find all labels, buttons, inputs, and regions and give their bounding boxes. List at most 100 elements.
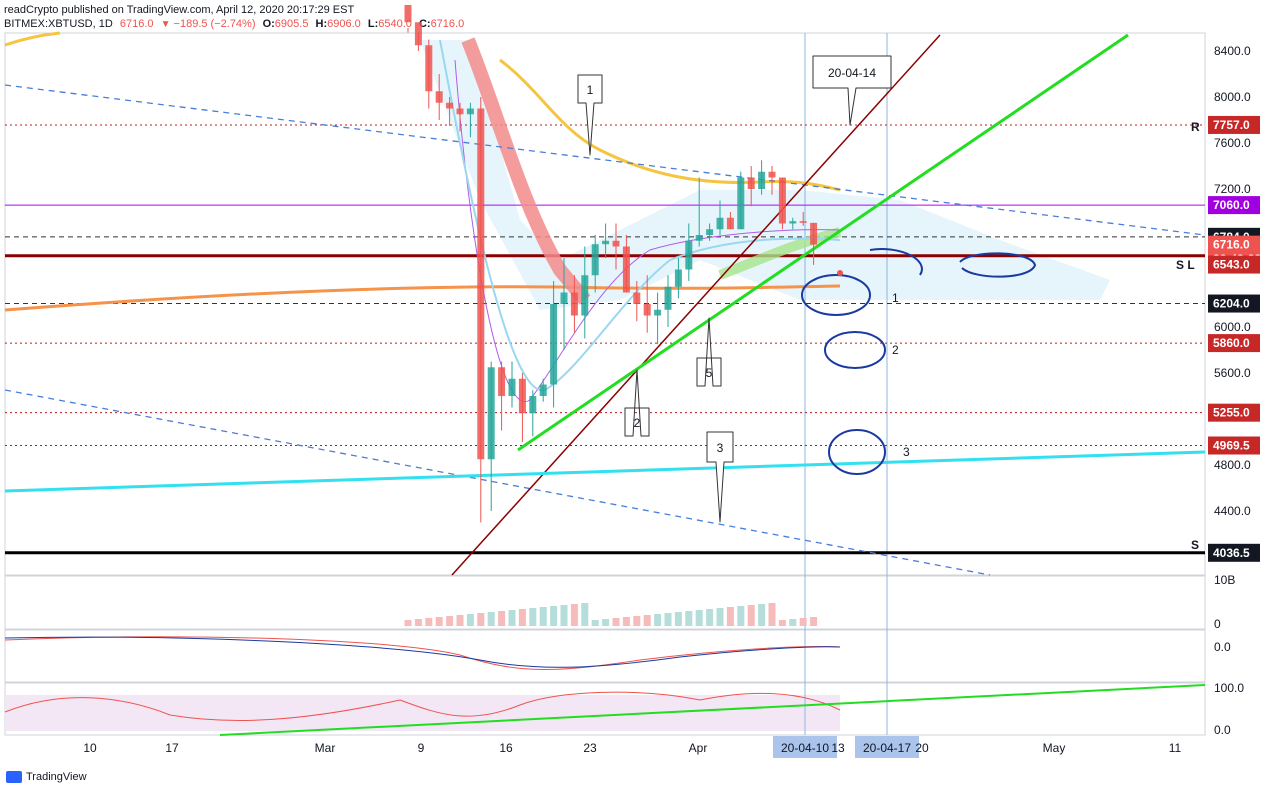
price-tick-label: 6000.0: [1214, 320, 1251, 334]
volume-bar: [622, 617, 630, 626]
volume-bar: [643, 615, 651, 626]
level-badge-10: [1208, 543, 1260, 562]
macd-signal-line: [4, 636, 841, 670]
stop-loss-letter: S L: [1176, 258, 1195, 272]
change-value: −189.5 (−2.74%): [173, 18, 256, 30]
candle-body: [539, 384, 547, 396]
candle-body: [789, 221, 797, 224]
volume-bar: [654, 614, 662, 626]
level-badge-8: [1208, 403, 1260, 422]
volume-bar: [581, 603, 589, 626]
callout-5-bubble: [696, 317, 722, 387]
ichimoku-cloud: [420, 40, 1110, 310]
volume-bar: [539, 607, 547, 626]
cyan-support-trendline: [4, 450, 1206, 493]
date-axis-label: 20-04-10: [781, 741, 829, 755]
level-badge-5: [1208, 255, 1260, 274]
level-badge-label-7: 5860.0: [1213, 336, 1250, 350]
level-badge-3: [1208, 235, 1260, 254]
candle-body: [737, 177, 745, 230]
green-uptrend: [517, 33, 1129, 452]
tradingview-footer[interactable]: TradingView: [6, 771, 87, 783]
candle-body: [414, 22, 422, 46]
ohlc-line: BITMEX:XBTUSD, 1D 6716.0 ▼ −189.5 (−2.74…: [4, 18, 468, 30]
callout-3-label: 3: [717, 441, 724, 455]
candle-body: [633, 292, 641, 304]
handwritten-circle-2: [824, 331, 886, 369]
close-value: 6716.0: [430, 18, 465, 30]
price-tick-label: 4800.0: [1214, 458, 1251, 472]
candle-body: [654, 309, 662, 316]
open-label: O:6905.5: [262, 18, 309, 30]
volume-axis-max: 10B: [1214, 573, 1235, 587]
low-value: 6540.0: [378, 18, 412, 30]
candle-body: [518, 378, 526, 414]
candle-body: [560, 292, 568, 304]
callout-2-label: 2: [634, 416, 641, 430]
volume-bar: [789, 619, 797, 626]
level-badge-label-9: 4969.5: [1213, 439, 1250, 453]
level-badge-7: [1208, 334, 1260, 353]
resistance-letter: R: [1191, 120, 1200, 134]
candle-body: [487, 367, 495, 460]
candle-body: [570, 292, 578, 316]
candle-body: [768, 171, 776, 178]
level-badge-6: [1208, 294, 1260, 313]
level-badge-1: [1208, 196, 1260, 215]
handwritten-label-3: 3: [903, 445, 910, 459]
candle-body: [643, 304, 651, 316]
candle-body: [674, 269, 682, 287]
date-axis-label: 9: [418, 741, 425, 755]
callout-2-bubble: [624, 369, 650, 437]
candle-body: [685, 240, 693, 270]
candle-body: [508, 378, 516, 396]
current-price-dot: [837, 270, 843, 276]
candle-body: [602, 240, 610, 245]
tradingview-brand: TradingView: [26, 771, 87, 783]
candle-body: [498, 367, 506, 396]
date-axis-label: 17: [165, 741, 179, 755]
yellow-moving-average: [499, 58, 841, 192]
price-tick-label: 7200.0: [1214, 182, 1251, 196]
date-axis-label: Apr: [689, 741, 708, 755]
handwritten-circle-3: [828, 429, 886, 475]
volume-bar: [570, 604, 578, 626]
volume-bar: [778, 620, 786, 626]
level-badge-9: [1208, 436, 1260, 455]
volume-bar: [633, 616, 641, 626]
date-axis-label: 13: [831, 741, 845, 755]
open-value: 6905.5: [274, 18, 309, 30]
symbol-label: BITMEX:XBTUSD, 1D: [4, 18, 113, 30]
candle-body: [550, 304, 558, 385]
publisher-text: readCrypto published on TradingView.com,…: [4, 4, 355, 16]
candle-body: [726, 217, 734, 230]
candle-body: [810, 222, 818, 245]
volume-bar: [508, 610, 516, 626]
callout-date-bubble: [812, 55, 892, 126]
volume-bar: [550, 606, 558, 626]
volume-bar: [487, 612, 495, 626]
blue-dashed-downtrend-lower: [4, 389, 991, 576]
volume-bar: [799, 618, 807, 626]
volume-bar: [695, 610, 703, 626]
volume-axis-zero: 0: [1214, 617, 1221, 631]
date-axis-label: May: [1043, 741, 1066, 755]
rsi-axis-zero: 0.0: [1214, 723, 1231, 737]
volume-bar: [768, 603, 776, 626]
callout-1-label: 1: [587, 83, 594, 97]
volume-bar: [498, 611, 506, 626]
price-tick-label: 5600.0: [1214, 366, 1251, 380]
candle-body: [477, 108, 485, 460]
volume-bar: [726, 607, 734, 626]
handwritten-label-1: 1: [892, 291, 899, 305]
candle-body: [695, 235, 703, 241]
price-tick-label: 8000.0: [1214, 90, 1251, 104]
volume-bar: [404, 620, 412, 626]
volume-bar: [435, 617, 443, 626]
candle-body: [404, 5, 412, 23]
callout-1-bubble: [577, 74, 603, 156]
level-badge-label-5: 6543.0: [1213, 258, 1250, 272]
volume-bar: [674, 612, 682, 626]
macd-axis-zero: 0.0: [1214, 640, 1231, 654]
